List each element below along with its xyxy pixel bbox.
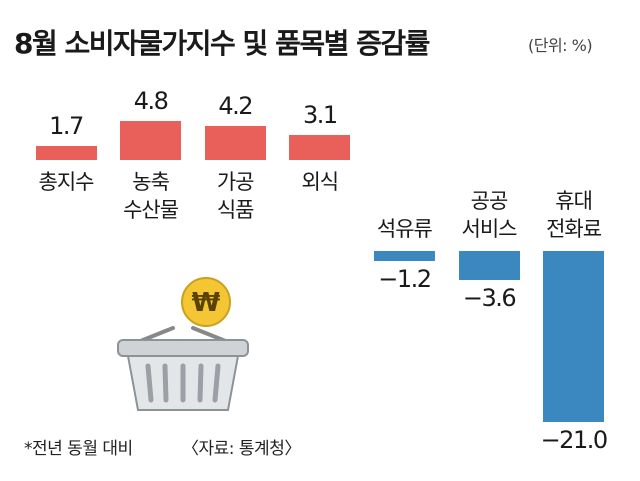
bar xyxy=(204,125,266,160)
category-label: 총지수 xyxy=(38,170,95,194)
unit-label: (단위: %) xyxy=(528,36,593,55)
bar xyxy=(35,146,97,160)
category-label: 공공 서비스 xyxy=(461,189,518,241)
value-label: 1.7 xyxy=(49,112,84,141)
bar xyxy=(289,134,351,160)
value-label: −3.6 xyxy=(462,284,517,313)
footnote: *전년 동월 대비 xyxy=(24,439,133,459)
bar xyxy=(458,251,520,281)
source: 〈자료: 통계청〉 xyxy=(182,439,301,459)
category-label: 석유류 xyxy=(376,217,433,241)
value-label: 3.1 xyxy=(302,100,338,129)
value-label: 4.2 xyxy=(218,91,253,120)
bar xyxy=(373,251,435,261)
basket-icon: ₩ xyxy=(117,277,249,411)
bar xyxy=(543,251,605,423)
category-label: 휴대 전화료 xyxy=(546,189,602,241)
category-label: 농축 수산물 xyxy=(123,170,179,222)
category-label: 외식 xyxy=(301,170,339,194)
bar xyxy=(120,120,182,160)
value-label: −1.2 xyxy=(378,264,432,293)
chart-title: 8월 소비자물가지수 및 품목별 증감률 xyxy=(14,27,430,60)
category-label: 가공 식품 xyxy=(216,170,255,222)
value-label: 4.8 xyxy=(133,86,169,115)
svg-text:₩: ₩ xyxy=(192,288,221,318)
value-label: −21.0 xyxy=(540,426,609,455)
